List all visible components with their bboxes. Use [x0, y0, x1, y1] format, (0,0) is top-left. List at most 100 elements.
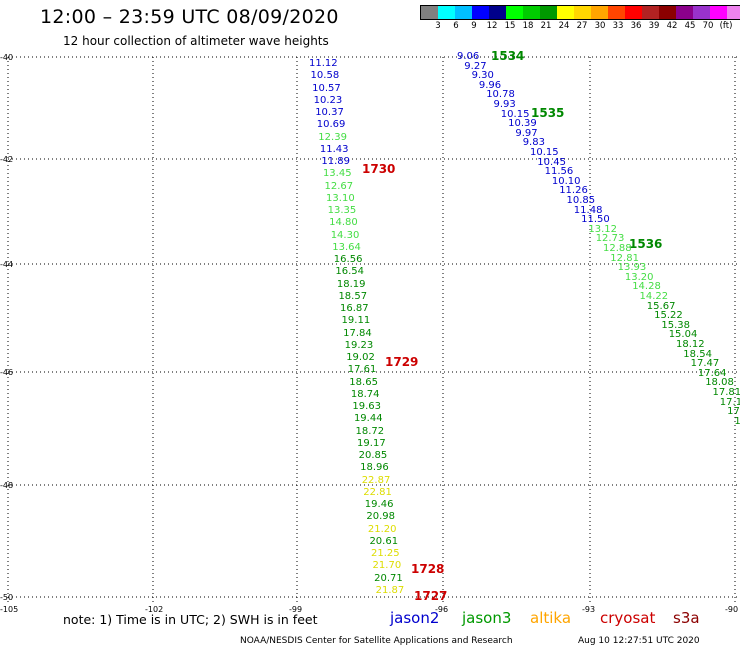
- scale-label: 33: [612, 21, 624, 31]
- graticule: [7, 56, 740, 605]
- scale-label: 24: [558, 21, 570, 31]
- wave-height-value: 18.72: [355, 425, 385, 437]
- latitude-label: -50: [0, 593, 13, 602]
- wave-height-value: 10.39: [508, 118, 537, 130]
- scale-swatch: [438, 6, 455, 19]
- wave-height-value: 21.87: [375, 584, 405, 596]
- wave-height-value: 13.64: [332, 241, 361, 253]
- wave-height-value: 10.58: [310, 70, 340, 82]
- longitude-label: -99: [289, 605, 302, 614]
- scale-swatch: [455, 6, 472, 19]
- wave-height-value: 12.73: [595, 233, 625, 245]
- scale-swatch: [710, 6, 727, 19]
- wave-height-value: 16.87: [340, 303, 369, 314]
- scale-swatch: [540, 6, 557, 19]
- wave-height-value: 13.20: [624, 271, 654, 283]
- time-label-1536: 1536: [629, 237, 663, 251]
- scale-swatch: [523, 6, 540, 19]
- longitude-label: -96: [435, 605, 448, 614]
- wave-height-value: 15.22: [654, 310, 683, 322]
- wave-height-value: 14.30: [330, 229, 360, 241]
- axis-labels: -40 -42 -44 -46 -48 -50 -105 -102 -99 -96 -93 -90: [0, 53, 738, 614]
- wave-height-value: 9.30: [471, 70, 494, 82]
- wave-height-value: 17.81: [712, 387, 740, 398]
- wave-height-value: 11.56: [544, 166, 574, 178]
- longitude-label: -105: [0, 605, 18, 614]
- wave-height-value: 18.65: [349, 376, 378, 388]
- wave-height-value: 20.61: [369, 535, 399, 547]
- scale-label: 42: [666, 21, 678, 31]
- scale-swatch: [489, 6, 506, 19]
- scale-label: 6: [453, 21, 459, 31]
- mission-label-jason2: jason2: [390, 609, 440, 627]
- wave-height-value: 18.57: [338, 290, 368, 302]
- wave-height-value: 18.12: [676, 339, 705, 350]
- wave-height-value: 19.11: [341, 315, 371, 327]
- scale-swatch: [472, 6, 489, 19]
- wave-height-value: 11.12: [309, 58, 338, 69]
- wave-height-value: 17.61: [347, 364, 377, 376]
- wave-height-value: 12.81: [610, 252, 639, 264]
- color-scale-labels: 3 6 9 12 15 18 21 24 27 30 33 36 39 42 45 70 (ft): [420, 21, 732, 35]
- time-label-1535: 1535: [531, 106, 565, 120]
- scale-label: 3: [435, 21, 441, 31]
- scale-label: 70: [702, 21, 714, 31]
- scale-swatch: [506, 6, 523, 19]
- mission-label-s3a: s3a: [673, 609, 700, 627]
- scale-label: 27: [576, 21, 588, 31]
- wave-height-value: 19.44: [353, 413, 383, 425]
- wave-height-value: 10.69: [316, 119, 346, 131]
- longitude-label: -90: [725, 605, 738, 614]
- scale-swatch: [608, 6, 625, 19]
- scale-swatch: [421, 6, 438, 19]
- wave-height-value: 21.70: [372, 560, 402, 572]
- longitude-label: -93: [582, 605, 595, 614]
- wave-height-value: 9.27: [464, 60, 487, 72]
- wave-height-value: 15.04: [668, 329, 698, 341]
- scale-label: 9: [471, 21, 477, 31]
- generated-timestamp: Aug 10 12:27:51 UTC 2020: [578, 636, 700, 646]
- scale-swatch: [727, 6, 740, 19]
- longitude-label: -102: [145, 605, 163, 614]
- wave-height-value: 11.48: [573, 204, 603, 216]
- wave-height-value: 9.93: [493, 99, 516, 110]
- wave-height-value: 14.22: [639, 291, 669, 302]
- scale-swatch: [574, 6, 591, 19]
- wave-height-value: 10.78: [486, 89, 515, 101]
- wave-height-value: 17.64: [697, 367, 727, 379]
- credits: NOAA/NESDIS Center for Satellite Applica…: [240, 636, 513, 646]
- wave-height-value: 21.20: [367, 523, 397, 535]
- mission-label-jason3: jason3: [462, 609, 512, 627]
- scale-label: 21: [540, 21, 552, 31]
- latitude-label: -48: [0, 481, 13, 490]
- scale-label: 18: [522, 21, 534, 31]
- scale-swatch: [693, 6, 710, 19]
- wave-height-value: 10.85: [566, 195, 596, 206]
- time-label-1730: 1730: [362, 162, 396, 176]
- wave-height-value: 15.67: [646, 300, 676, 312]
- scale-swatch: [625, 6, 642, 19]
- wave-height-value: 22.81: [363, 486, 392, 498]
- wave-height-value: 12.39: [318, 131, 347, 143]
- wave-height-value: 10.57: [312, 82, 341, 94]
- wave-height-color-scale: [420, 5, 740, 20]
- wave-height-value: 11.43: [319, 143, 349, 155]
- scale-swatch: [659, 6, 676, 19]
- wave-height-value: 17.12: [719, 396, 740, 408]
- scale-swatch: [642, 6, 659, 19]
- wave-height-value: 13.35: [327, 205, 357, 216]
- scale-label: 15: [504, 21, 516, 31]
- map-subtitle: 12 hour collection of altimeter wave hei…: [63, 34, 329, 48]
- scale-label: 12: [486, 21, 498, 31]
- wave-height-value: 9.83: [522, 137, 545, 149]
- wave-height-value: 11.26: [559, 185, 588, 197]
- wave-height-value: 10.23: [313, 94, 343, 106]
- wave-height-value: 13.12: [588, 223, 618, 235]
- scale-swatch: [557, 6, 574, 19]
- wave-height-value: 11.89: [321, 156, 351, 167]
- footer-note: note: 1) Time is in UTC; 2) SWH is in fe…: [63, 612, 318, 627]
- wave-height-value: 18.54: [683, 348, 712, 360]
- wave-height-value: 16.54: [335, 266, 364, 278]
- wave-height-value: 19.23: [344, 339, 374, 351]
